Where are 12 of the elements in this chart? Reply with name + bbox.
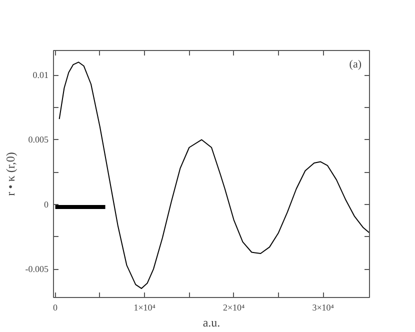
x-tick-label: 2×10⁴ (222, 302, 245, 312)
x-tick-label: 1×10⁴ (134, 302, 156, 312)
annotation: (a) (349, 58, 362, 70)
y-tick-label: -0.005 (25, 264, 49, 274)
x-axis-title: a.u. (202, 316, 220, 330)
x-tick-label: 0 (53, 302, 58, 312)
x-tick-label: 3×10⁴ (312, 302, 334, 312)
y-tick-label: 0.005 (28, 134, 49, 145)
y-axis-title: r • κ (r,0) (3, 152, 18, 196)
y-tick-label: 0 (44, 199, 49, 210)
line-series (58, 62, 370, 289)
y-tick-label: 0.01 (32, 70, 48, 80)
